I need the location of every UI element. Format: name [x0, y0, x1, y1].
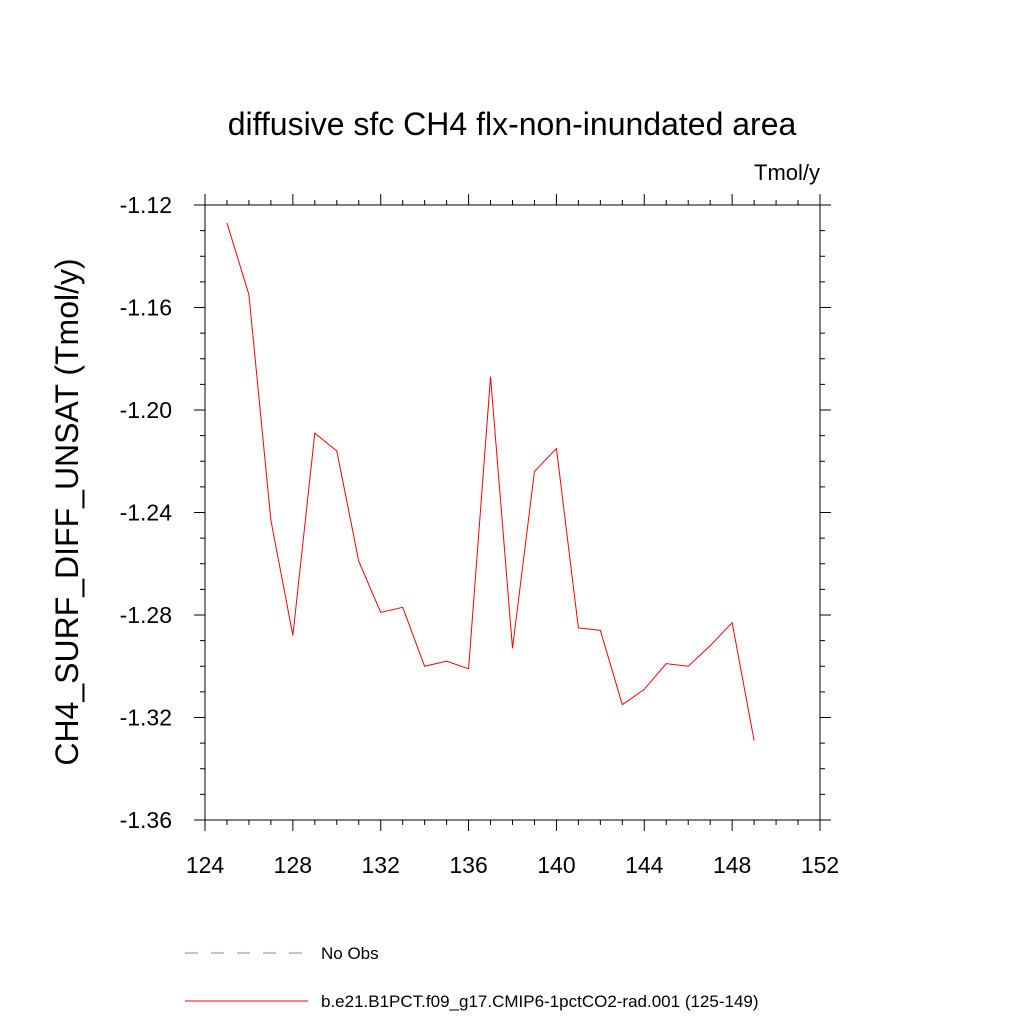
legend-label-no-obs: No Obs [321, 944, 379, 963]
units-label: Tmol/y [754, 160, 820, 185]
y-tick-label: -1.20 [120, 397, 172, 423]
x-tick-label: 124 [186, 852, 225, 878]
x-tick-label: 132 [362, 852, 400, 878]
x-tick-label: 152 [801, 852, 839, 878]
y-tick-label: -1.16 [120, 295, 172, 321]
x-tick-label: 148 [713, 852, 751, 878]
x-tick-label: 128 [274, 852, 312, 878]
x-tick-label: 144 [625, 852, 664, 878]
y-tick-label: -1.28 [120, 602, 172, 628]
y-tick-label: -1.12 [120, 192, 172, 218]
y-tick-label: -1.36 [120, 807, 172, 833]
x-tick-label: 136 [449, 852, 487, 878]
series-line-0 [226, 222, 755, 741]
plot-frame [204, 204, 821, 821]
y-tick-label: -1.32 [120, 705, 172, 731]
chart-title: diffusive sfc CH4 flx-non-inundated area [228, 106, 797, 142]
tick-labels: 124 128 132 136 140 144 148 152 -1.36 -1.32 -1.28 -… [120, 192, 840, 878]
y-axis-label: CH4_SURF_DIFF_UNSAT (Tmol/y) [49, 258, 85, 765]
legend: No Obs b.e21.B1PCT.f09_g17.CMIP6-1pctCO2… [185, 944, 759, 1011]
series-group [226, 222, 755, 741]
legend-label-model: b.e21.B1PCT.f09_g17.CMIP6-1pctCO2-rad.00… [321, 992, 759, 1011]
y-tick-label: -1.24 [120, 500, 173, 526]
x-tick-label: 140 [537, 852, 575, 878]
axis-ticks [194, 194, 831, 831]
